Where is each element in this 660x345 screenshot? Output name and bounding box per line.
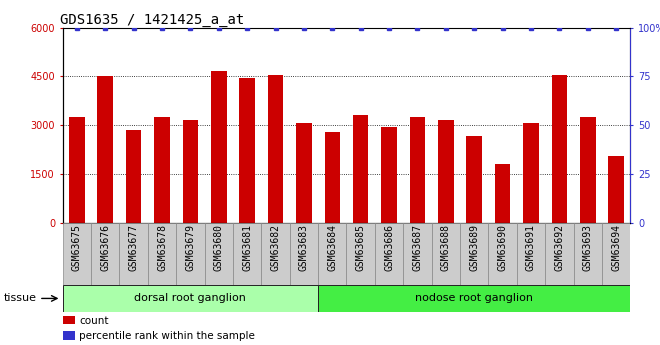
Bar — [119, 223, 148, 285]
Bar — [375, 223, 403, 285]
Bar — [268, 75, 283, 223]
Bar — [91, 223, 119, 285]
Bar — [325, 131, 340, 223]
Bar — [488, 223, 517, 285]
Bar — [63, 285, 318, 312]
Bar — [126, 130, 141, 223]
Bar — [410, 117, 425, 223]
Text: GSM63684: GSM63684 — [327, 224, 337, 272]
Text: tissue: tissue — [3, 294, 36, 303]
Text: GSM63679: GSM63679 — [185, 224, 195, 272]
Text: GSM63680: GSM63680 — [214, 224, 224, 272]
Text: GSM63677: GSM63677 — [129, 224, 139, 272]
Bar — [290, 223, 318, 285]
Bar — [318, 223, 346, 285]
Bar — [183, 120, 198, 223]
Text: GSM63687: GSM63687 — [412, 224, 422, 272]
Bar — [602, 223, 630, 285]
Text: GSM63685: GSM63685 — [356, 224, 366, 272]
Bar — [261, 223, 290, 285]
Text: GSM63676: GSM63676 — [100, 224, 110, 272]
Bar — [205, 223, 233, 285]
Text: GSM63694: GSM63694 — [611, 224, 621, 272]
Bar — [148, 223, 176, 285]
Bar — [69, 117, 84, 223]
Text: percentile rank within the sample: percentile rank within the sample — [79, 332, 255, 341]
Bar — [552, 75, 567, 223]
Text: GSM63688: GSM63688 — [441, 224, 451, 272]
Bar — [517, 223, 545, 285]
Text: nodose root ganglion: nodose root ganglion — [415, 294, 533, 303]
Bar — [545, 223, 574, 285]
Text: GSM63692: GSM63692 — [554, 224, 564, 272]
Text: dorsal root ganglion: dorsal root ganglion — [135, 294, 246, 303]
Bar — [98, 76, 113, 223]
Bar — [495, 164, 510, 223]
Bar — [296, 124, 312, 223]
Text: GDS1635 / 1421425_a_at: GDS1635 / 1421425_a_at — [60, 12, 244, 27]
Text: GSM63675: GSM63675 — [72, 224, 82, 272]
Bar — [240, 78, 255, 223]
Bar — [381, 127, 397, 223]
Bar — [438, 120, 453, 223]
Bar — [176, 223, 205, 285]
Bar — [574, 223, 602, 285]
Text: GSM63691: GSM63691 — [526, 224, 536, 272]
Bar — [233, 223, 261, 285]
Text: count: count — [79, 316, 109, 326]
Bar — [609, 156, 624, 223]
Bar — [460, 223, 488, 285]
Bar — [211, 71, 226, 223]
Bar — [580, 117, 595, 223]
Bar — [346, 223, 375, 285]
Text: GSM63689: GSM63689 — [469, 224, 479, 272]
Bar — [318, 285, 630, 312]
Bar — [523, 124, 539, 223]
Text: GSM63681: GSM63681 — [242, 224, 252, 272]
Text: GSM63682: GSM63682 — [271, 224, 280, 272]
Bar — [467, 136, 482, 223]
Bar — [353, 115, 368, 223]
Text: GSM63686: GSM63686 — [384, 224, 394, 272]
Bar — [403, 223, 432, 285]
Bar — [432, 223, 460, 285]
Text: GSM63678: GSM63678 — [157, 224, 167, 272]
Text: GSM63683: GSM63683 — [299, 224, 309, 272]
Text: GSM63693: GSM63693 — [583, 224, 593, 272]
Text: GSM63690: GSM63690 — [498, 224, 508, 272]
Bar — [63, 223, 91, 285]
Bar — [154, 117, 170, 223]
